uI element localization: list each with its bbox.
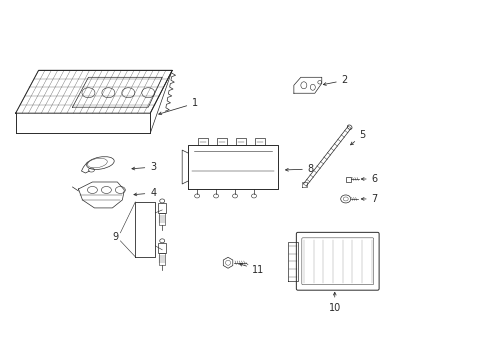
Bar bbox=[159, 253, 165, 265]
Text: 4: 4 bbox=[134, 188, 156, 198]
Text: 8: 8 bbox=[285, 164, 313, 174]
Bar bbox=[159, 213, 165, 225]
Bar bbox=[198, 138, 208, 145]
Text: 5: 5 bbox=[350, 130, 365, 145]
Bar bbox=[158, 203, 166, 213]
Text: 2: 2 bbox=[323, 75, 347, 85]
Bar bbox=[158, 243, 166, 253]
Bar bbox=[236, 138, 245, 145]
Bar bbox=[345, 176, 350, 182]
Bar bbox=[254, 138, 264, 145]
Text: 9: 9 bbox=[112, 232, 118, 242]
Text: 1: 1 bbox=[159, 98, 198, 115]
Text: 6: 6 bbox=[361, 174, 377, 184]
Bar bbox=[217, 138, 226, 145]
Text: 7: 7 bbox=[361, 194, 377, 204]
Text: 10: 10 bbox=[328, 292, 340, 312]
Text: 11: 11 bbox=[239, 264, 264, 275]
Text: 3: 3 bbox=[132, 162, 156, 172]
